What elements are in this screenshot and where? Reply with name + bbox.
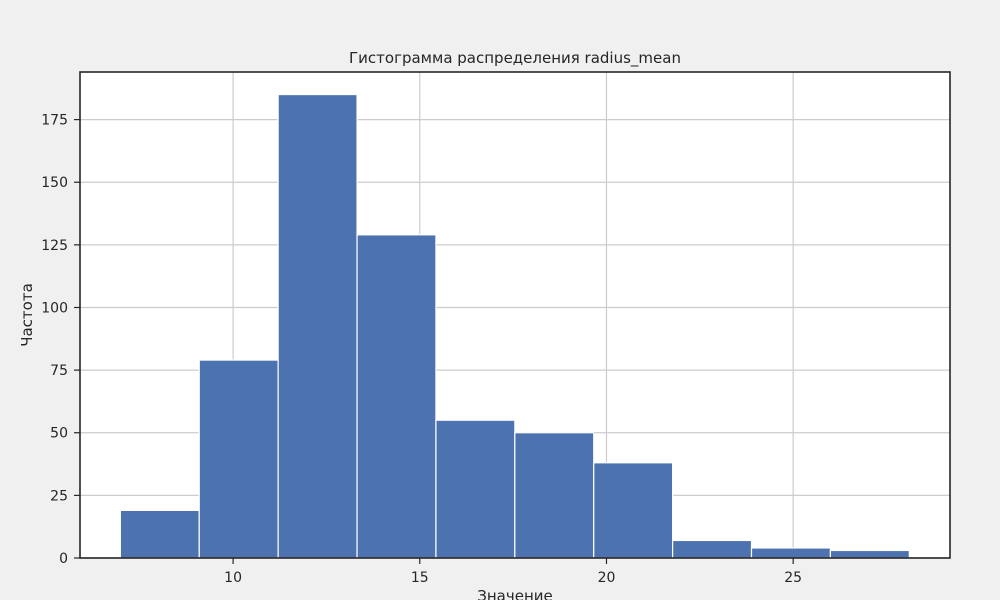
y-tick-label: 175 bbox=[41, 113, 68, 129]
chart-title: Гистограмма распределения radius_mean bbox=[349, 49, 681, 68]
x-axis-label: Значение bbox=[477, 587, 553, 600]
histogram-bar bbox=[750, 547, 832, 559]
x-tick-label: 20 bbox=[598, 570, 616, 586]
y-axis-ticks: 0 25 50 75 100 125 150 175 bbox=[41, 113, 80, 567]
histogram-bar bbox=[356, 234, 437, 559]
histogram-bar bbox=[277, 93, 358, 559]
histogram-bar bbox=[829, 549, 910, 559]
histogram-bars bbox=[119, 93, 910, 559]
x-axis-ticks: 10 15 20 25 bbox=[224, 558, 802, 586]
x-tick-label: 10 bbox=[224, 570, 242, 586]
y-tick-label: 25 bbox=[50, 488, 68, 504]
y-tick-label: 0 bbox=[59, 551, 68, 567]
histogram-bar bbox=[119, 509, 200, 559]
y-axis-label: Частота bbox=[18, 283, 36, 347]
x-tick-label: 25 bbox=[784, 570, 802, 586]
y-tick-label: 100 bbox=[41, 300, 68, 316]
histogram-bar bbox=[672, 539, 753, 559]
plot-frame bbox=[79, 71, 951, 559]
y-tick-label: 75 bbox=[50, 363, 68, 379]
y-tick-label: 150 bbox=[41, 175, 68, 191]
histogram-bar bbox=[514, 432, 595, 559]
histogram-bar bbox=[435, 419, 516, 559]
y-tick-label: 50 bbox=[50, 426, 68, 442]
x-tick-label: 15 bbox=[411, 570, 429, 586]
histogram-bar bbox=[198, 359, 279, 559]
histogram-bar bbox=[593, 462, 674, 559]
y-tick-label: 125 bbox=[41, 238, 68, 254]
